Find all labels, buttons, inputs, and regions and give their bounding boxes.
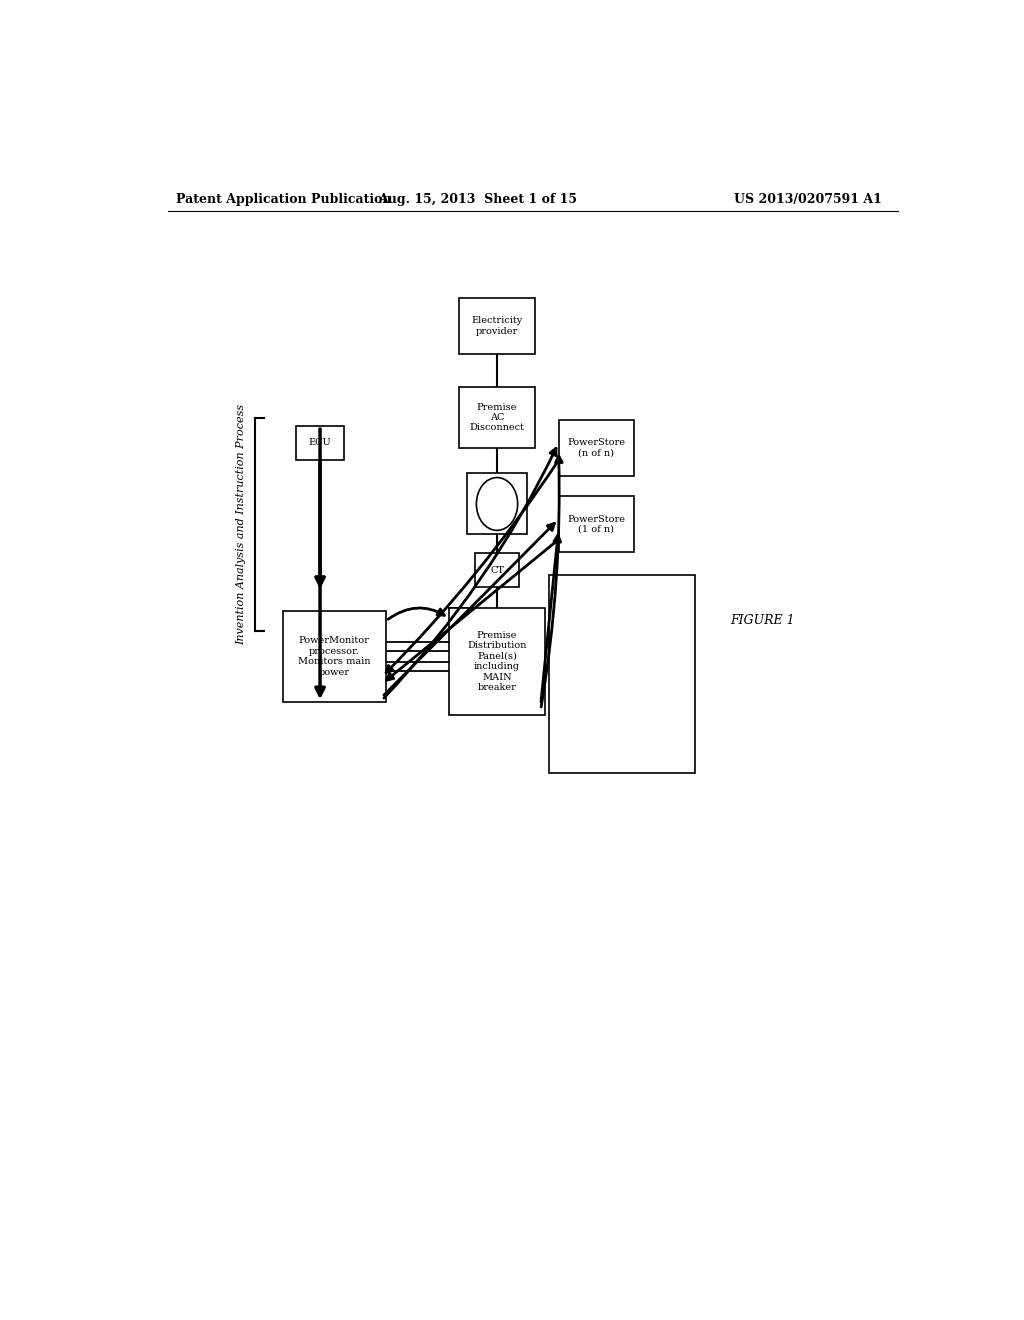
Text: US 2013/0207591 A1: US 2013/0207591 A1	[734, 193, 882, 206]
Text: Invention Analysis and Instruction Process: Invention Analysis and Instruction Proce…	[236, 404, 246, 645]
Text: PowerStore
(n of n): PowerStore (n of n)	[567, 438, 626, 458]
FancyBboxPatch shape	[296, 426, 344, 459]
Text: FIGURE 1: FIGURE 1	[730, 614, 796, 627]
Text: Electricity
provider: Electricity provider	[471, 317, 522, 335]
FancyBboxPatch shape	[467, 474, 526, 535]
FancyBboxPatch shape	[460, 387, 535, 447]
Text: Patent Application Publication: Patent Application Publication	[176, 193, 391, 206]
FancyBboxPatch shape	[558, 496, 634, 552]
Text: CT: CT	[490, 565, 504, 574]
Text: PowerStore
(1 of n): PowerStore (1 of n)	[567, 515, 626, 535]
Text: Premise
AC
Disconnect: Premise AC Disconnect	[470, 403, 524, 433]
FancyBboxPatch shape	[460, 298, 535, 354]
Text: ECU: ECU	[308, 438, 332, 447]
Text: Aug. 15, 2013  Sheet 1 of 15: Aug. 15, 2013 Sheet 1 of 15	[378, 193, 577, 206]
FancyBboxPatch shape	[283, 611, 386, 702]
FancyBboxPatch shape	[558, 420, 634, 477]
FancyBboxPatch shape	[450, 609, 545, 715]
FancyBboxPatch shape	[475, 553, 519, 587]
FancyBboxPatch shape	[549, 576, 695, 774]
Text: PowerMonitor
processor.
Monitors main
power: PowerMonitor processor. Monitors main po…	[298, 636, 371, 677]
Text: Premise
Distribution
Panel(s)
including
MAIN
breaker: Premise Distribution Panel(s) including …	[467, 631, 526, 692]
